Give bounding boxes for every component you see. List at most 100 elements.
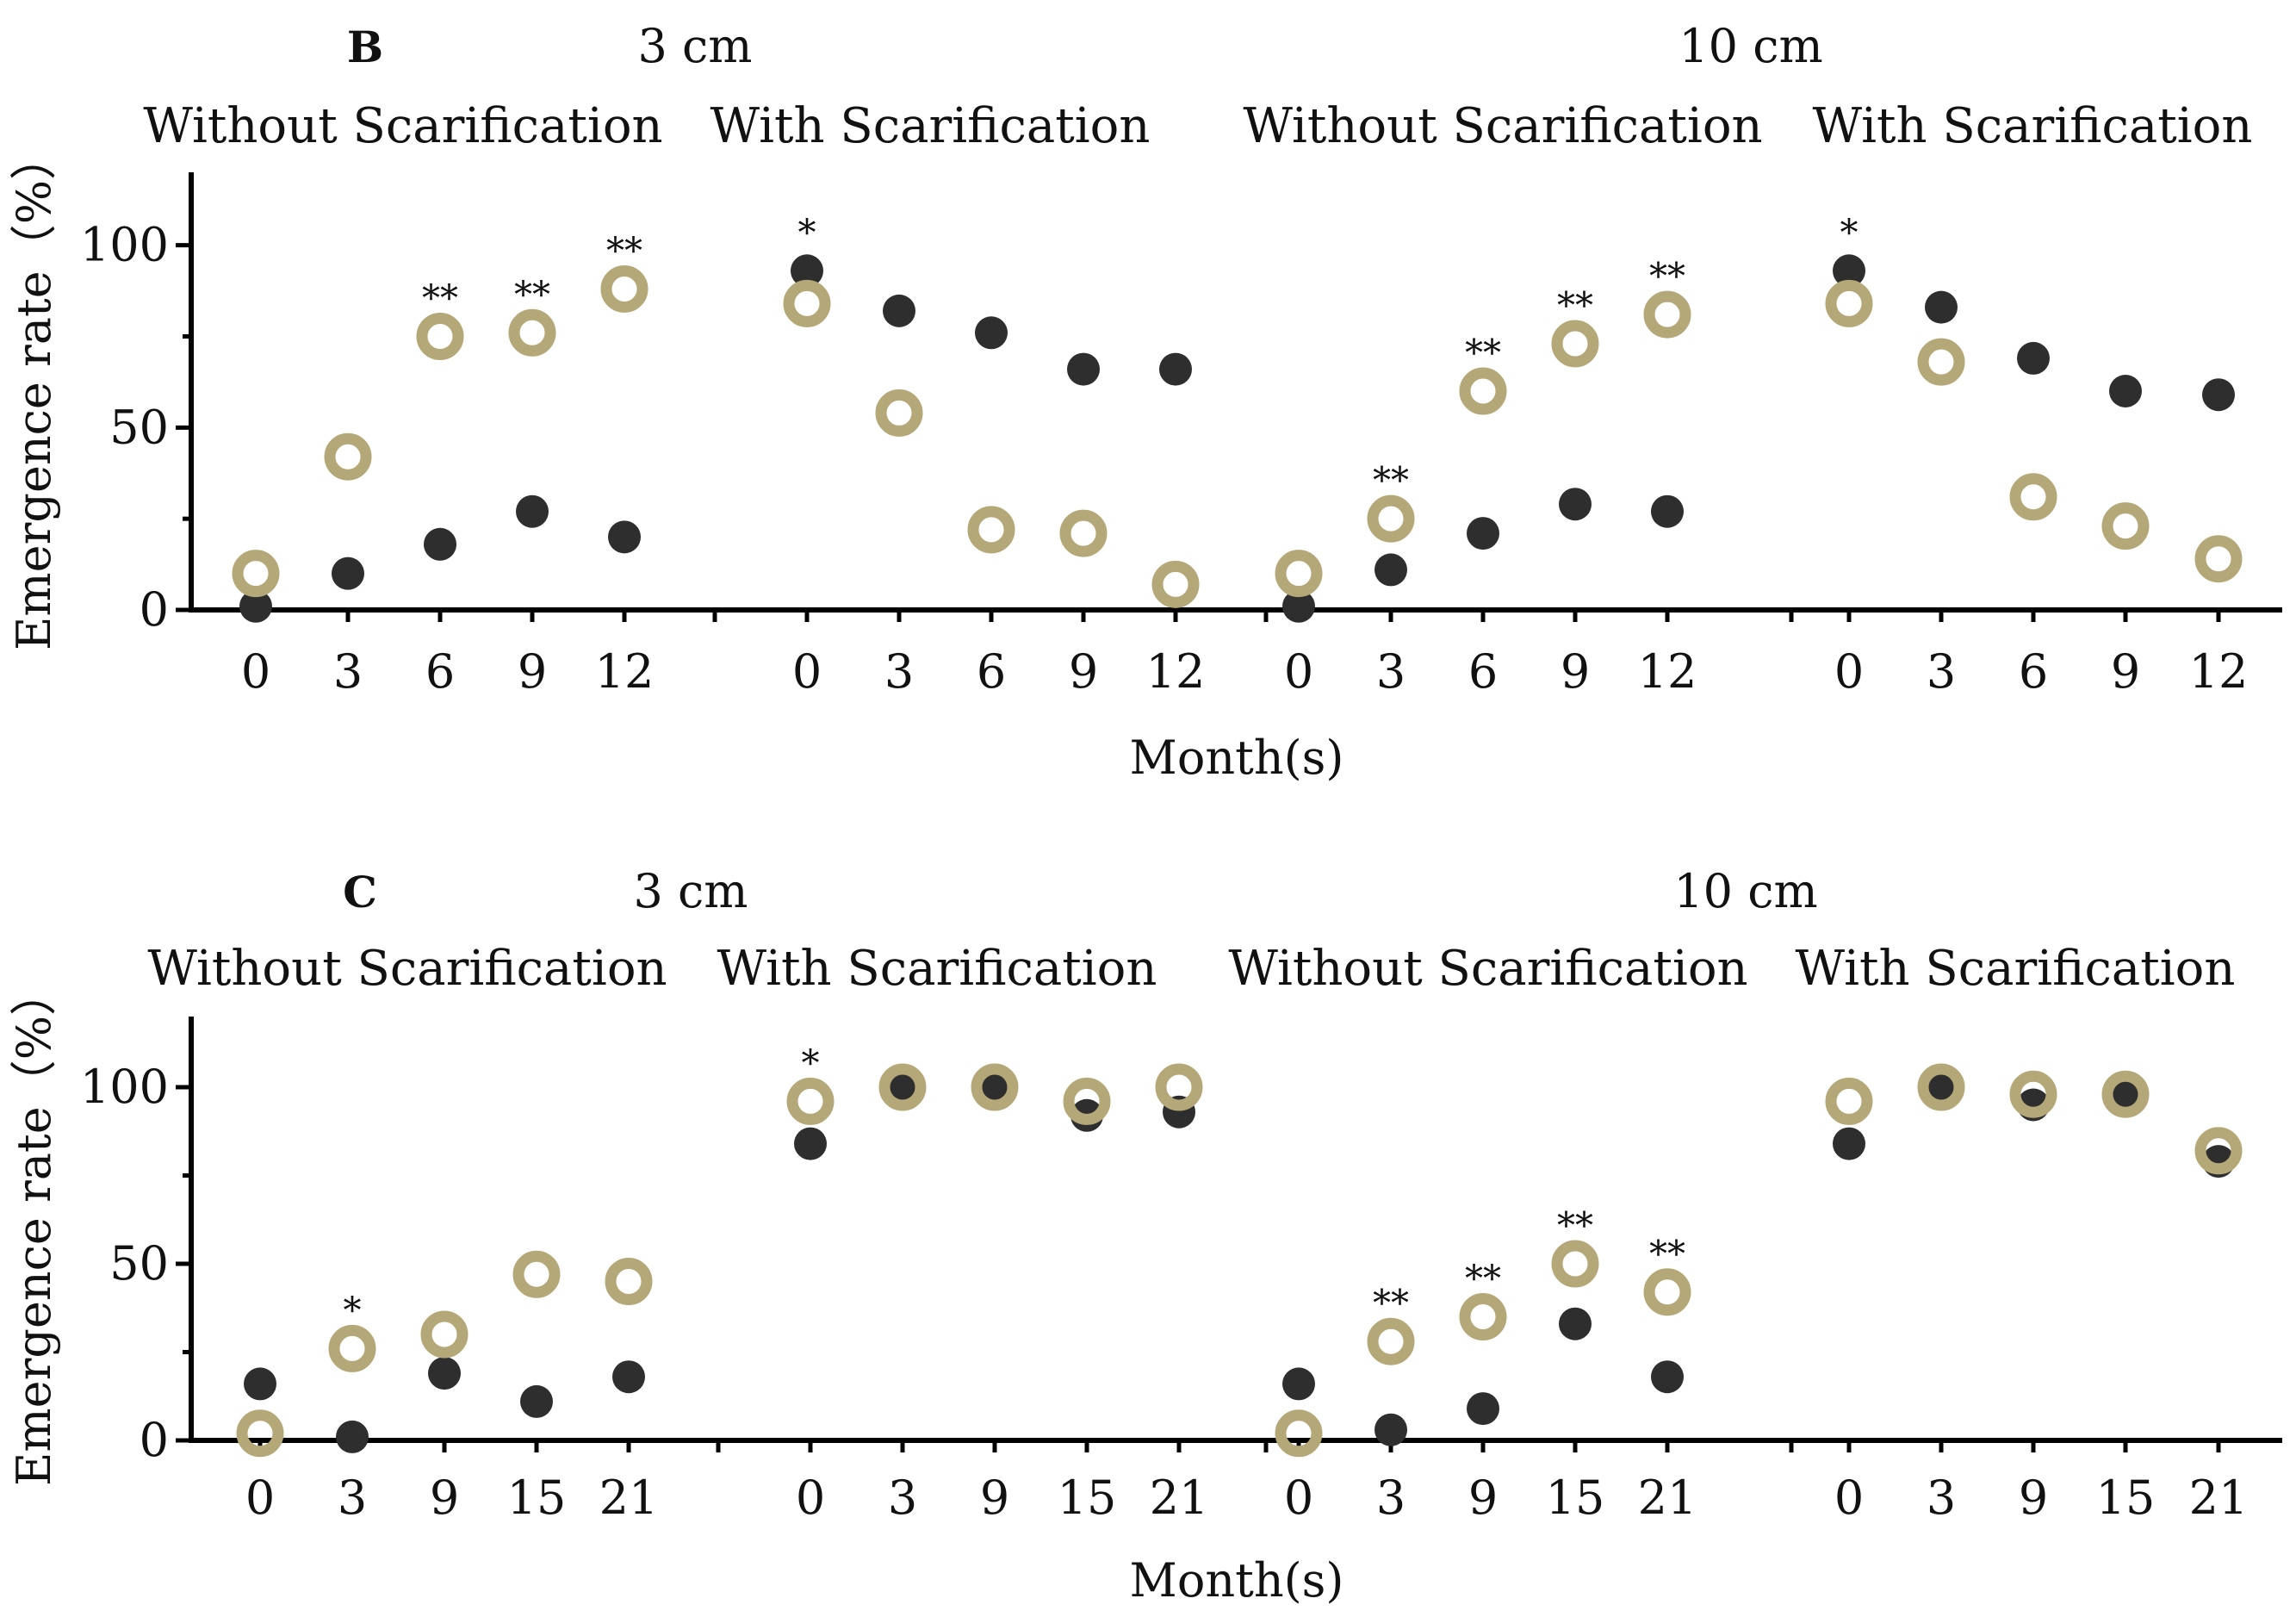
point-open xyxy=(786,1077,835,1125)
x-tick-label: 9 xyxy=(1561,644,1590,699)
point-filled xyxy=(1925,290,1958,324)
point-filled xyxy=(612,1360,645,1394)
point-filled xyxy=(1833,254,1865,288)
significance-marker: * xyxy=(1840,211,1859,253)
panel-letter: B xyxy=(347,22,383,72)
x-tick-label: 9 xyxy=(2111,644,2140,699)
x-tick-label: 9 xyxy=(1069,644,1098,699)
significance-marker: ** xyxy=(1373,1282,1409,1324)
point-open xyxy=(328,1324,376,1372)
point-filled xyxy=(883,294,915,327)
panel-b: B 3 cm 10 cm Without Scarification With Scar… xyxy=(7,19,2282,785)
point-open xyxy=(1155,1063,1203,1111)
point-open xyxy=(1367,494,1415,543)
point-filled xyxy=(608,520,641,554)
point-filled xyxy=(1833,1127,1865,1160)
point-filled xyxy=(975,316,1008,350)
significance-marker: ** xyxy=(514,273,550,315)
x-tick-label: 6 xyxy=(1468,644,1498,699)
point-open xyxy=(1059,509,1108,557)
group-label: Without Scarification xyxy=(147,941,667,997)
point-open xyxy=(1063,1077,1111,1125)
point-open xyxy=(416,313,464,360)
point-filled xyxy=(336,1420,369,1453)
point-open xyxy=(967,506,1015,554)
x-tick-label: 3 xyxy=(888,1471,917,1525)
point-open xyxy=(783,279,831,327)
depth-label: 3 cm xyxy=(638,19,753,73)
depth-label: 3 cm xyxy=(634,864,748,918)
point-open xyxy=(1917,1063,1965,1111)
x-tick-label: 21 xyxy=(599,1471,659,1525)
point-open xyxy=(512,1250,561,1298)
point-open xyxy=(1917,338,1965,386)
x-tick-label: 3 xyxy=(884,644,914,699)
point-open xyxy=(1551,1240,1599,1288)
significance-marker: ** xyxy=(1649,1233,1685,1275)
significance-marker: ** xyxy=(1649,255,1685,297)
point-open xyxy=(1551,320,1599,368)
significance-marker: ** xyxy=(1557,1204,1593,1247)
x-tick-label: 21 xyxy=(1638,1471,1697,1525)
y-axis-title: Emergence rate（%） xyxy=(7,969,61,1486)
point-filled xyxy=(332,557,364,590)
y-tick-label: 100 xyxy=(80,218,169,272)
x-tick-label: 15 xyxy=(1058,1471,1117,1525)
point-filled xyxy=(2109,1078,2142,1111)
x-tick-label: 3 xyxy=(1376,644,1406,699)
x-tick-label: 0 xyxy=(792,644,822,699)
x-tick-label: 12 xyxy=(1638,644,1697,699)
point-filled xyxy=(424,527,456,561)
point-filled xyxy=(516,494,549,528)
point-filled xyxy=(1651,494,1684,528)
x-tick-label: 9 xyxy=(2019,1471,2048,1525)
point-open xyxy=(324,432,372,481)
x-tick-label: 0 xyxy=(1834,1471,1864,1525)
point-open xyxy=(2101,1070,2150,1118)
significance-marker: ** xyxy=(1557,284,1593,327)
x-tick-label: 3 xyxy=(1376,1471,1406,1525)
point-open xyxy=(420,1310,469,1359)
point-open xyxy=(1151,560,1200,608)
point-filled xyxy=(1282,589,1315,623)
group-label: Without Scarification xyxy=(143,98,662,154)
panel-letter: C xyxy=(343,867,377,917)
point-open xyxy=(236,1409,284,1458)
y-tick-label: 100 xyxy=(80,1060,169,1114)
x-tick-label: 6 xyxy=(2019,644,2048,699)
point-open xyxy=(1459,367,1507,415)
x-tick-label: 15 xyxy=(2096,1471,2156,1525)
point-filled xyxy=(1282,1367,1315,1401)
point-filled xyxy=(2109,375,2142,407)
group-label: With Scarification xyxy=(717,941,1157,997)
point-filled xyxy=(2202,378,2235,412)
point-filled xyxy=(791,254,823,288)
significance-marker: ** xyxy=(1373,459,1409,501)
x-tick-label: 6 xyxy=(977,644,1006,699)
point-filled xyxy=(1467,517,1499,550)
x-tick-label: 15 xyxy=(507,1471,567,1525)
point-open xyxy=(1825,279,1873,327)
point-open xyxy=(605,1258,653,1305)
y-tick-label: 50 xyxy=(109,1236,169,1290)
x-tick-label: 21 xyxy=(2189,1471,2249,1525)
significance-marker: ** xyxy=(422,277,458,320)
point-open xyxy=(1643,1268,1691,1316)
x-tick-label: 9 xyxy=(518,644,547,699)
point-filled xyxy=(1067,352,1100,386)
significance-marker: * xyxy=(802,1042,820,1084)
x-tick-label: 9 xyxy=(430,1471,459,1525)
point-open xyxy=(1367,1317,1415,1365)
point-open xyxy=(2009,473,2057,521)
point-open xyxy=(971,1063,1019,1111)
x-tick-label: 12 xyxy=(2189,644,2249,699)
x-tick-label: 0 xyxy=(245,1471,275,1525)
significance-marker: ** xyxy=(606,229,642,271)
point-filled xyxy=(520,1384,553,1418)
group-label: Without Scarification xyxy=(1228,941,1747,997)
y-tick-label: 50 xyxy=(109,400,169,454)
group-label: With Scarification xyxy=(1813,98,2253,154)
point-open xyxy=(2101,502,2150,550)
point-filled xyxy=(2017,341,2050,375)
